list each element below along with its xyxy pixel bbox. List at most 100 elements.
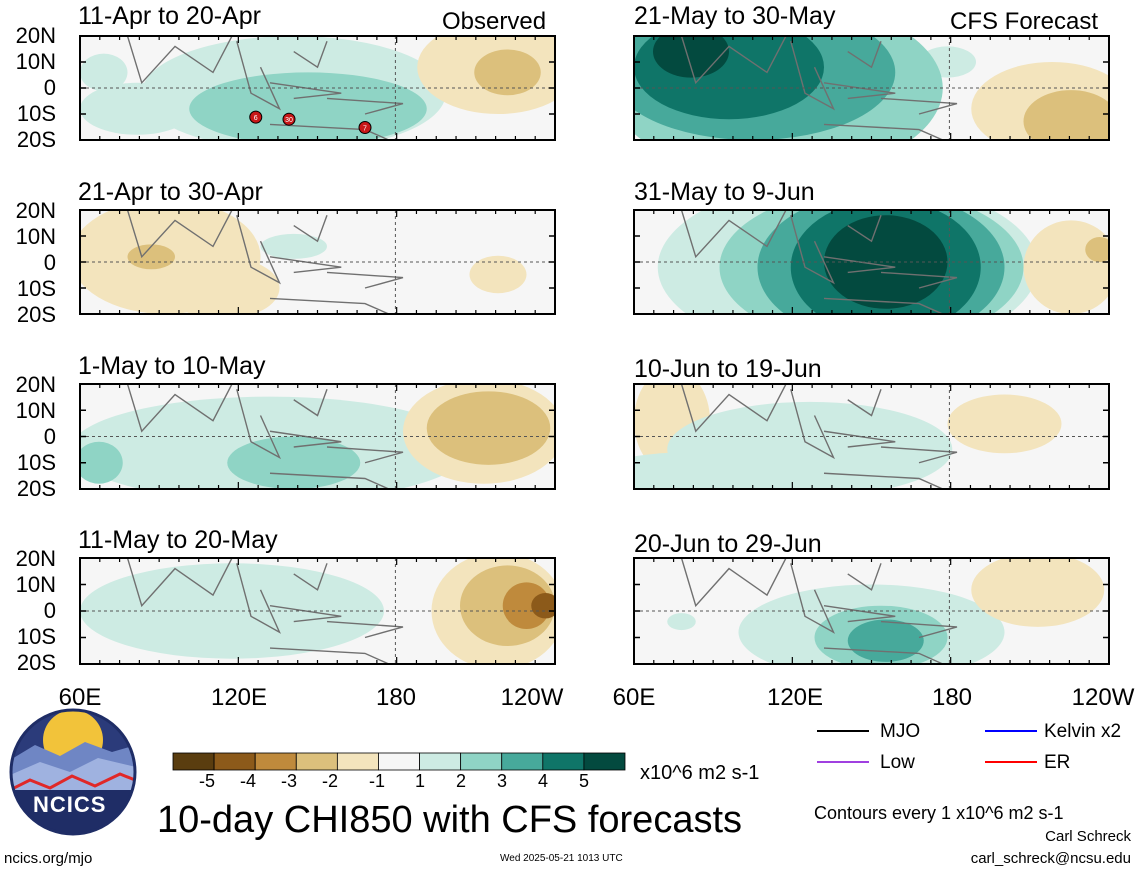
- y-tick-label: 10S: [16, 276, 56, 301]
- coastline: [847, 214, 882, 243]
- footer-timestamp: Wed 2025-05-21 1013 UTC: [500, 853, 623, 864]
- coastline: [326, 271, 404, 289]
- footer-email[interactable]: carl_schreck@ncsu.edu: [970, 850, 1131, 867]
- y-tick-label: 0: [43, 424, 56, 449]
- coastline: [823, 647, 944, 664]
- anomaly-region: [653, 36, 729, 78]
- coastline: [823, 123, 944, 140]
- anomaly-region: [971, 558, 1105, 627]
- colorbar-tick-label: 3: [496, 771, 508, 791]
- coastline: [880, 271, 958, 289]
- anomaly-region: [1023, 220, 1109, 314]
- coastline: [326, 446, 404, 464]
- colorbar-tick-label: -3: [280, 771, 298, 791]
- panel-title: 21-May to 30-May: [634, 2, 836, 30]
- coastline: [880, 446, 958, 464]
- colorbar-units: x10^6 m2 s-1: [640, 762, 760, 784]
- map-panel-p1: 6 30 7: [79, 35, 556, 141]
- coastline: [269, 647, 390, 664]
- colorbar-swatch: [295, 752, 338, 771]
- tropical-cyclone-marker: [282, 112, 296, 126]
- coastline: [269, 256, 342, 274]
- coastline: [823, 605, 896, 623]
- map-panel-p3: [79, 383, 556, 490]
- coastline: [790, 215, 836, 285]
- colorbar-tick-label: 2: [455, 771, 467, 791]
- colorbar-tick-label: -1: [368, 771, 386, 791]
- map-panel-p6: [633, 209, 1110, 315]
- y-tick-label: 0: [43, 75, 56, 100]
- y-tick-label: 10N: [15, 572, 56, 597]
- x-tick-label: 120E: [766, 684, 824, 711]
- coastline: [823, 82, 896, 100]
- anomaly-region: [165, 256, 280, 314]
- anomaly-region: [426, 391, 551, 465]
- coastline: [293, 214, 328, 243]
- coastline: [236, 41, 282, 111]
- x-tick-label: 120E: [210, 684, 268, 711]
- y-tick-label: 20N: [15, 23, 56, 48]
- panel-title: 11-May to 20-May: [78, 526, 278, 554]
- coastline: [236, 389, 282, 460]
- anomaly-region: [127, 244, 175, 270]
- coastline: [847, 40, 882, 69]
- footer-author: Carl Schreck: [1045, 828, 1131, 845]
- x-tick-label: 180: [375, 684, 417, 711]
- footer-url[interactable]: ncics.org/mjo: [4, 850, 93, 867]
- colorbar-tick-label: -2: [321, 771, 339, 791]
- anomaly-region: [80, 441, 123, 484]
- coastline: [790, 41, 836, 111]
- coastline: [680, 210, 787, 259]
- coastline: [126, 210, 233, 259]
- x-tick-label: 120W: [1071, 684, 1135, 711]
- coastline: [293, 563, 328, 591]
- coastline: [326, 620, 404, 639]
- legend-label-er: ER: [1044, 752, 1071, 773]
- x-tick-label: 60E: [612, 684, 656, 711]
- y-tick-label: 10S: [16, 101, 56, 126]
- y-tick-label: 0: [43, 250, 56, 275]
- y-tick-label: 0: [43, 598, 56, 623]
- coastline: [823, 256, 896, 274]
- coastline: [236, 563, 282, 634]
- coastline: [269, 430, 342, 448]
- anomaly-region: [474, 49, 541, 96]
- y-tick-label: 10N: [15, 224, 56, 249]
- y-tick-label: 20N: [15, 198, 56, 223]
- observed-label: Observed: [442, 8, 547, 35]
- coastline: [880, 620, 958, 639]
- colorbar-swatch: [542, 752, 585, 771]
- colorbar-swatch: [583, 752, 626, 771]
- contours-note: Contours every 1 x10^6 m2 s-1: [814, 803, 1064, 823]
- colorbar-swatch: [419, 752, 462, 771]
- coastline: [236, 215, 282, 285]
- coastline: [126, 384, 233, 433]
- y-tick-label: 20N: [15, 372, 56, 397]
- coastline: [680, 384, 787, 433]
- coastline: [293, 40, 328, 69]
- colorbar-tick-label: 1: [414, 771, 426, 791]
- legend-label-low: Low: [880, 752, 915, 773]
- colorbar-swatch: [172, 752, 215, 771]
- logo-text: NCICS: [33, 792, 107, 817]
- anomaly-region: [824, 215, 948, 309]
- map-panel-p7: [633, 383, 1110, 490]
- coastline: [680, 36, 787, 85]
- coastline: [880, 97, 958, 115]
- map-panel-p4: [79, 557, 556, 665]
- map-panel-p8: [633, 557, 1110, 665]
- legend-label-kelvin: Kelvin x2: [1044, 721, 1122, 742]
- y-tick-label: 10N: [15, 398, 56, 423]
- anomaly-region: [260, 233, 327, 259]
- y-tick-label: 20N: [15, 546, 56, 571]
- legend-label-mjo: MJO: [880, 721, 921, 742]
- legend-lines: [817, 730, 1037, 763]
- panel-title: 20-Jun to 29-Jun: [634, 530, 822, 558]
- anomaly-region: [502, 582, 551, 630]
- colorbar-swatch: [460, 752, 503, 771]
- colorbar: [172, 752, 626, 771]
- colorbar-swatch: [254, 752, 297, 771]
- colorbar-tick-label: 4: [537, 771, 549, 791]
- coastline: [823, 472, 944, 489]
